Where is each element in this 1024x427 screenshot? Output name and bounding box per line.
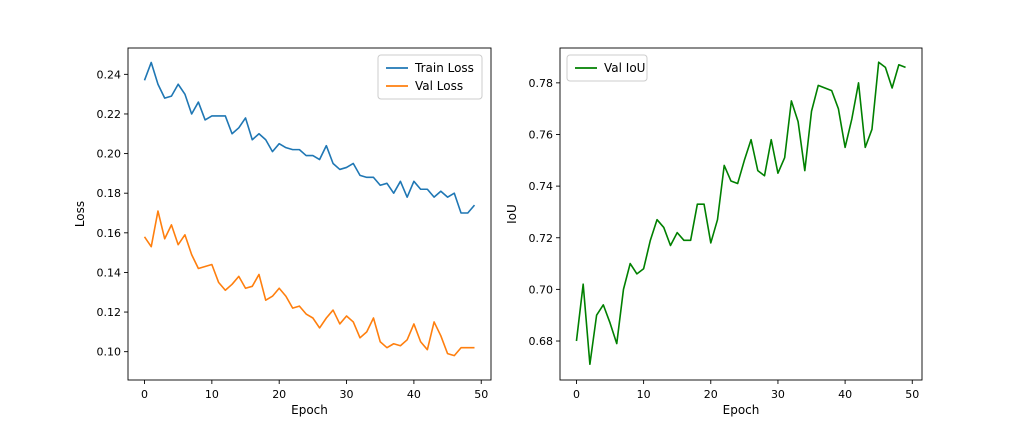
y-tick-label: 0.18: [97, 187, 122, 200]
x-tick-label: 0: [141, 388, 148, 401]
y-axis-label: Loss: [73, 201, 87, 227]
y-tick-label: 0.22: [97, 108, 122, 121]
y-tick-label: 0.78: [529, 77, 554, 90]
x-tick-label: 20: [272, 388, 286, 401]
y-tick-label: 0.72: [529, 232, 554, 245]
x-tick-label: 20: [704, 388, 718, 401]
x-tick-label: 50: [474, 388, 488, 401]
axes-frame: [559, 47, 923, 381]
legend-box: [566, 54, 648, 82]
loss-series-line-2: [143, 210, 475, 357]
x-tick-label: 30: [771, 388, 785, 401]
iou-series-line-1: [575, 61, 906, 366]
x-axis-label: Epoch: [291, 403, 328, 417]
axes-frame: [127, 47, 492, 381]
y-tick-label: 0.24: [97, 68, 122, 81]
x-tick-label: 30: [340, 388, 354, 401]
y-tick-label: 0.20: [97, 148, 122, 161]
x-tick-label: 10: [637, 388, 651, 401]
y-tick-label: 0.70: [529, 283, 554, 296]
x-axis-label: Epoch: [723, 403, 760, 417]
y-tick-label: 0.12: [97, 306, 122, 319]
y-axis-label: IoU: [505, 204, 519, 224]
y-tick-label: 0.76: [529, 128, 554, 141]
iou-chart: Epoch IoU 0 10 20 30 40 50 0.68 0.70 0.72 0.74 0.7…: [505, 47, 923, 417]
y-tick-label: 0.10: [97, 346, 122, 359]
x-tick-label: 0: [573, 388, 580, 401]
y-tick-label: 0.14: [97, 266, 122, 279]
legend-label: Val Loss: [415, 79, 463, 93]
x-tick-label: 10: [205, 388, 219, 401]
x-tick-label: 40: [838, 388, 852, 401]
legend-box: [377, 54, 483, 100]
loss-legend: Train Loss Val Loss: [377, 54, 483, 100]
y-tick-label: 0.16: [97, 227, 122, 240]
y-tick-label: 0.68: [529, 335, 554, 348]
loss-chart: Epoch Loss 0 10 20 30 40 50 0.10 0.12 0.14 0.16 0.…: [73, 47, 492, 417]
x-tick-label: 50: [905, 388, 919, 401]
loss-series-line-1: [143, 61, 476, 214]
legend-label: Train Loss: [414, 61, 474, 75]
legend-label: Val IoU: [604, 61, 645, 75]
y-tick-label: 0.74: [529, 180, 554, 193]
iou-legend: Val IoU: [566, 54, 648, 82]
x-tick-label: 40: [407, 388, 421, 401]
